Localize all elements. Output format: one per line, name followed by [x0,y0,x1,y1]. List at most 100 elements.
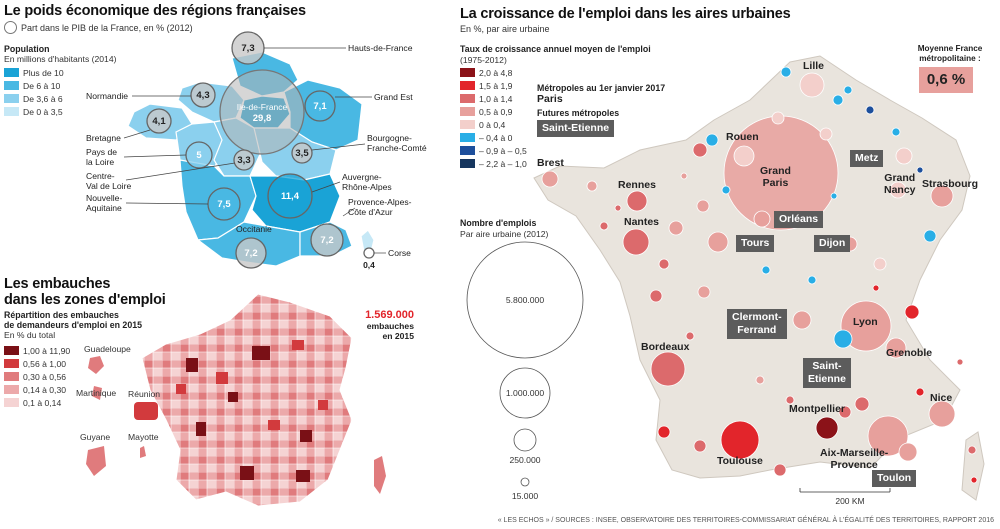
city-label-grand-paris-1: Grand [760,165,791,177]
city-circle-small [599,221,609,231]
city-circle-bayonne [657,425,671,439]
zone-red [176,384,186,394]
leader-line [125,162,236,181]
size-legend-subtitle: Par aire urbaine (2012) [460,229,549,239]
city-circle-toulouse [720,420,760,460]
growth-legend-item: 1,0 à 1,4 [460,92,527,105]
zone-dark [296,470,310,482]
region-name-cvl-1: Centre- [86,171,115,181]
scale-bar: 200 KM [799,488,891,506]
gdp-value-bretagne: 4,1 [152,116,166,127]
hiring-total-value: 1.569.000 [365,309,414,321]
city-circle-saint-etienne [833,329,853,349]
gdp-circle-centre [233,149,255,171]
city-circle-small [658,258,670,270]
city-circle-toulon [898,442,918,462]
city-tag-saint-etienne-2: Etienne [808,373,846,385]
size-circle-tiny [520,477,530,487]
city-circle-metz [895,147,913,165]
city-circle-valenciennes [832,94,844,106]
city-circle-le-havre [705,133,719,147]
city-circles [541,66,978,484]
swatch [460,146,475,155]
hiring-title-line1: Les embauches [4,276,111,292]
city-circle-small [614,204,622,212]
city-circle-orleans [753,210,771,228]
city-label-aix-marseille-1: Aix-Marseille- [820,447,889,459]
hiring-legend: 1,00 à 11,90 0,56 à 1,00 0,30 à 0,56 0,1… [4,344,70,409]
city-circle-clermont [792,310,812,330]
region-name-paca-1: Provence-Alpes- [348,197,412,207]
city-circle-nice [928,400,956,428]
gdp-value-na: 7,5 [217,199,231,210]
dom-label-martinique: Martinique [76,388,116,398]
city-circle-angers [668,220,684,236]
zone-dark [196,422,206,436]
city-circle-le-mans [696,199,710,213]
swatch [4,359,19,368]
city-circle-small [843,85,853,95]
swatch [460,107,475,116]
gdp-circle-bfc [291,142,313,164]
growth-legend: 2,0 à 4,8 1,5 à 1,9 1,0 à 1,4 0,5 à 0,9 … [460,66,527,170]
hiring-legend-item: 0,56 à 1,00 [4,357,70,370]
population-legend: Plus de 10 De 6 à 10 De 3,6 à 6 De 0 à 3… [4,66,64,118]
city-label-grenoble: Grenoble [886,347,933,359]
zone-red [216,372,228,384]
growth-legend-label: 2,0 à 4,8 [479,67,513,78]
city-circle-besancon [873,257,887,271]
growth-subtitle: En %, par aire urbaine [460,24,550,34]
hiring-legend-subtitle: En % du total [4,330,56,340]
city-circle-aix-marseille [867,415,909,457]
growth-legend-item: 0 à 0,4 [460,118,527,131]
city-tag-metz: Metz [850,150,884,167]
circle-legend-icon [4,21,17,34]
gdp-value-cvl: 3,3 [237,155,250,166]
leader-line [342,207,356,217]
gdp-value-pdl: 5 [196,150,202,161]
growth-legend-title: Taux de croissance annuel moyen de l'emp… [460,44,651,54]
size-circle-medium [499,367,551,419]
gdp-circle-grand-est [304,90,336,122]
city-circle-small [761,265,771,275]
city-circle-lyon [840,300,892,352]
size-label-medium: 1.000.000 [506,388,544,398]
scale-label: 200 KM [835,496,864,506]
region-name-bfc-2: Franche-Comté [367,143,427,153]
pop-legend-item: De 3,6 à 6 [4,92,64,105]
region-name-grandest: Grand Est [374,92,413,102]
hiring-legend-label: 1,00 à 11,90 [23,345,71,356]
city-circle-pau [693,439,707,453]
city-label-lille: Lille [803,60,825,72]
zone-dark [252,346,270,360]
swatch [4,107,19,116]
leader-line [123,129,151,139]
city-tag-clermont-2: Ferrand [737,324,777,336]
gdp-value-normandie: 4,3 [196,90,209,101]
city-circle-nimes [838,405,852,419]
regions-subtitle-text: Part dans le PIB de la France, en % (201… [21,22,193,33]
city-circle-montpellier [815,416,839,440]
city-tag-clermont: Clermont- Ferrand [727,309,787,339]
gdp-circle-ile-de-france [219,69,305,155]
city-tag-saint-etienne: Saint- Etienne [803,358,851,388]
metropoles-example: Paris [537,93,563,105]
hiring-legend-item: 0,14 à 0,30 [4,383,70,396]
city-label-grand-nancy-2: Nancy [884,184,916,196]
gdp-value-bfc: 3,5 [295,148,309,159]
region-name-pdl-1: Pays de [86,147,117,157]
footer-sources: « LES ECHOS » / SOURCES : INSEE, OBSERVA… [497,517,994,524]
city-circle-rennes [626,190,648,212]
region-name-paca-2: Côte d'Azur [348,207,393,217]
city-circle-lille [799,72,825,98]
gdp-circle-normandie [190,82,216,108]
city-circle-amiens [771,111,785,125]
gdp-value-corse: 0,4 [363,260,375,270]
city-label-grand-nancy-1: Grand [884,172,916,184]
city-circle-nancy [889,181,907,199]
gdp-values: 7,3 4,3 Ile-de-France 29,8 7,1 4,1 5 3,3… [152,43,375,270]
city-circle-reims [819,127,833,141]
hiring-total-label1: embauches [366,321,414,331]
city-circle-caen [692,142,708,158]
swatch [460,133,475,142]
